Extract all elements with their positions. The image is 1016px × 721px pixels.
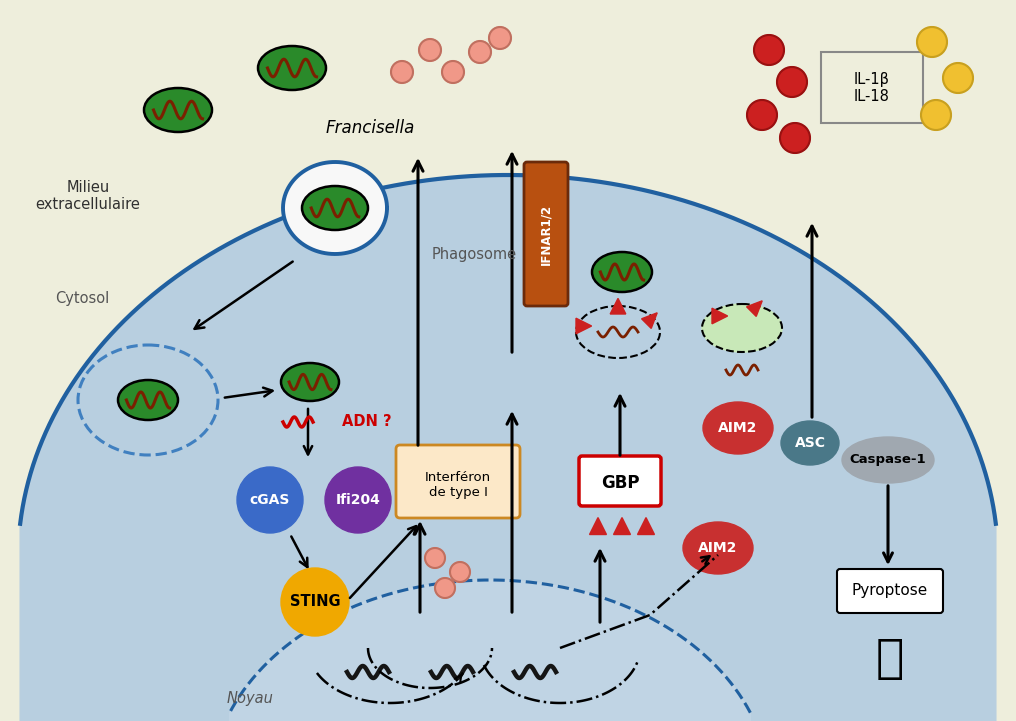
Circle shape: [920, 100, 951, 130]
Polygon shape: [576, 318, 591, 334]
FancyBboxPatch shape: [579, 456, 661, 506]
Ellipse shape: [842, 437, 934, 483]
Polygon shape: [747, 301, 762, 317]
Circle shape: [747, 100, 777, 130]
Ellipse shape: [703, 402, 773, 454]
Circle shape: [442, 61, 464, 83]
Text: cGAS: cGAS: [250, 493, 291, 507]
Text: IL-1β
IL-18: IL-1β IL-18: [854, 72, 890, 105]
Polygon shape: [611, 298, 626, 314]
Polygon shape: [638, 518, 654, 534]
Text: Cytosol: Cytosol: [55, 291, 109, 306]
Circle shape: [917, 27, 947, 57]
Ellipse shape: [283, 162, 387, 254]
Text: Noyau: Noyau: [227, 691, 273, 706]
Circle shape: [281, 568, 350, 636]
FancyBboxPatch shape: [524, 162, 568, 306]
Text: Phagosome: Phagosome: [432, 247, 517, 262]
Circle shape: [450, 562, 470, 582]
Circle shape: [325, 467, 391, 533]
Ellipse shape: [302, 186, 368, 230]
Text: Francisella: Francisella: [325, 119, 415, 137]
Circle shape: [237, 467, 303, 533]
Circle shape: [489, 27, 511, 49]
Text: 💀: 💀: [876, 637, 904, 683]
Text: Pyroptose: Pyroptose: [851, 583, 929, 598]
Ellipse shape: [258, 46, 326, 90]
Text: STING: STING: [290, 595, 340, 609]
Circle shape: [777, 67, 807, 97]
Circle shape: [435, 578, 455, 598]
Polygon shape: [589, 518, 607, 534]
Ellipse shape: [683, 522, 753, 574]
FancyBboxPatch shape: [837, 569, 943, 613]
FancyBboxPatch shape: [821, 52, 923, 123]
Text: Ifi204: Ifi204: [335, 493, 380, 507]
Circle shape: [425, 548, 445, 568]
Text: Caspase-1: Caspase-1: [849, 454, 927, 466]
FancyBboxPatch shape: [396, 445, 520, 518]
Polygon shape: [614, 518, 631, 534]
Text: Milieu
extracellulaire: Milieu extracellulaire: [36, 180, 140, 212]
Ellipse shape: [781, 421, 839, 465]
Circle shape: [780, 123, 810, 153]
Circle shape: [419, 39, 441, 61]
Circle shape: [754, 35, 784, 65]
Ellipse shape: [592, 252, 652, 292]
Circle shape: [469, 41, 491, 63]
Ellipse shape: [702, 304, 782, 352]
Polygon shape: [641, 313, 657, 328]
Polygon shape: [20, 175, 996, 721]
Text: ASC: ASC: [795, 436, 825, 450]
Text: ADN ?: ADN ?: [342, 415, 391, 430]
Polygon shape: [230, 580, 751, 721]
Text: GBP: GBP: [600, 474, 639, 492]
Polygon shape: [712, 308, 727, 324]
Text: AIM2: AIM2: [718, 421, 758, 435]
Ellipse shape: [281, 363, 339, 401]
Text: IFNAR1/2: IFNAR1/2: [539, 203, 553, 265]
Circle shape: [943, 63, 973, 93]
Text: Interféron
de type I: Interféron de type I: [425, 471, 491, 499]
Ellipse shape: [118, 380, 178, 420]
Ellipse shape: [144, 88, 212, 132]
Circle shape: [391, 61, 412, 83]
Text: AIM2: AIM2: [698, 541, 738, 555]
